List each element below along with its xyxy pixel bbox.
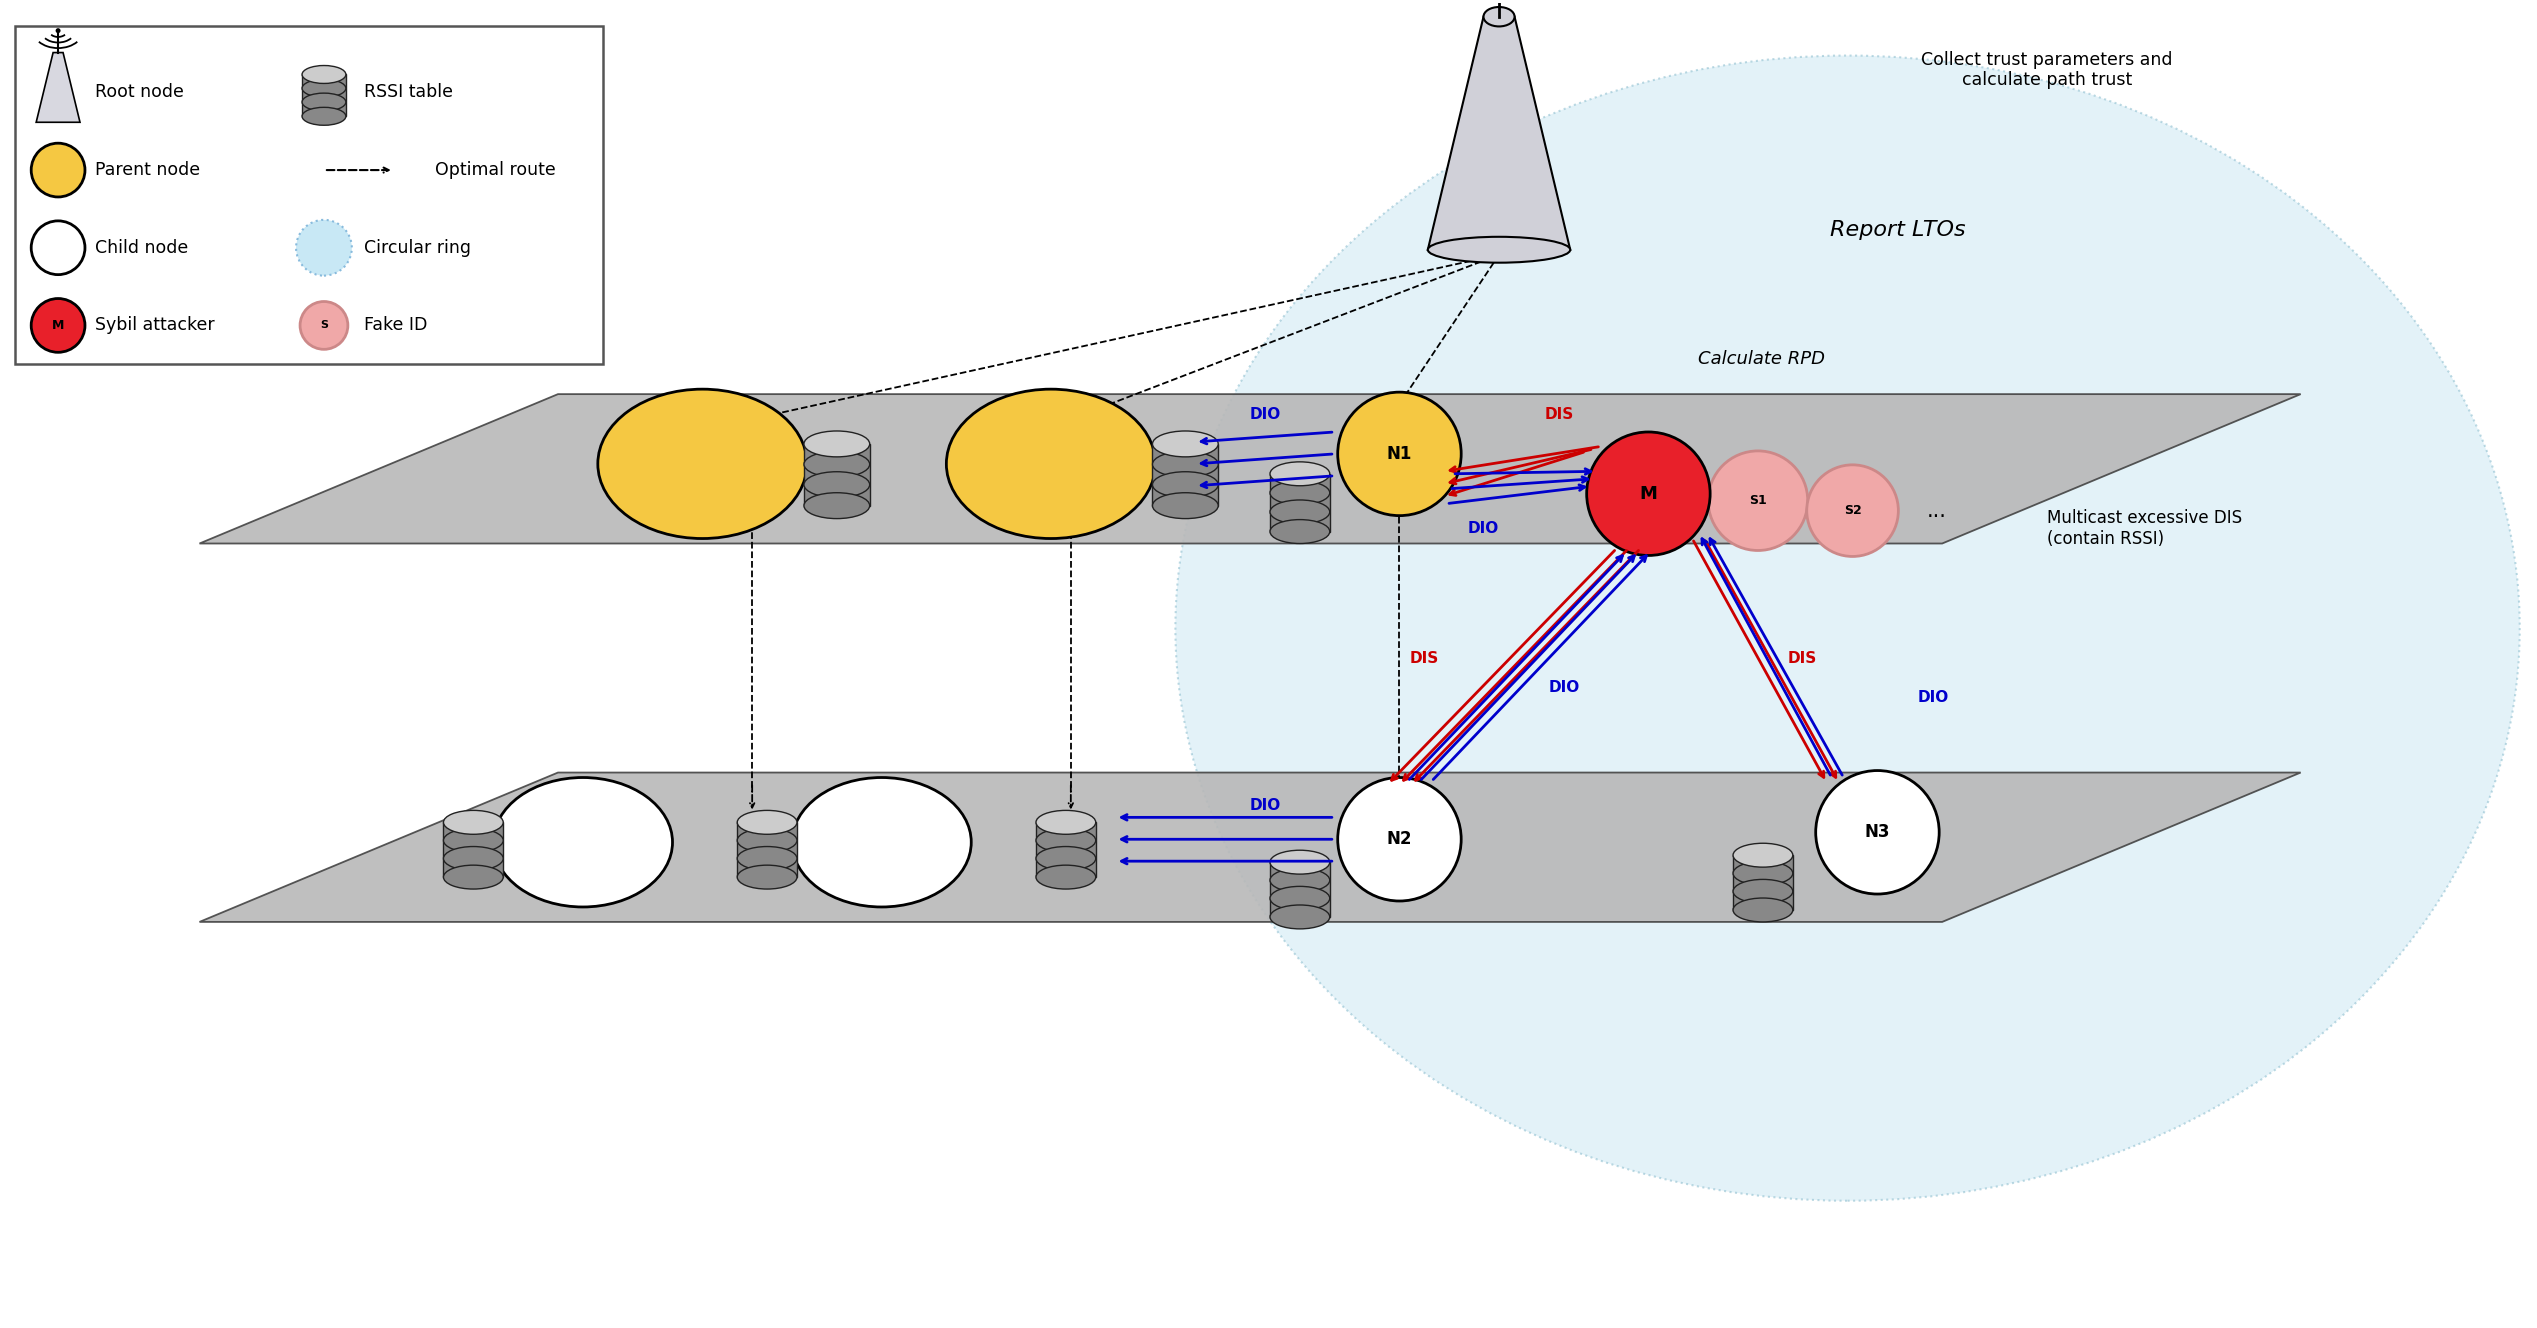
Circle shape — [56, 28, 61, 33]
Bar — [1271, 862, 1329, 916]
Text: M: M — [1639, 485, 1657, 503]
Ellipse shape — [1035, 829, 1096, 853]
Ellipse shape — [946, 389, 1154, 539]
Polygon shape — [200, 394, 2301, 543]
Text: Sybil attacker: Sybil attacker — [94, 316, 216, 335]
Ellipse shape — [1271, 499, 1329, 523]
Circle shape — [30, 299, 84, 352]
Bar — [804, 444, 870, 506]
Text: N1: N1 — [1388, 445, 1413, 463]
Text: DIS: DIS — [1545, 406, 1573, 421]
Ellipse shape — [1152, 493, 1218, 519]
Ellipse shape — [302, 108, 345, 125]
Ellipse shape — [1152, 452, 1218, 477]
Ellipse shape — [1271, 519, 1329, 543]
Circle shape — [30, 143, 84, 197]
Ellipse shape — [444, 829, 502, 853]
Ellipse shape — [444, 865, 502, 888]
Circle shape — [1816, 770, 1938, 894]
Circle shape — [1337, 777, 1461, 900]
Text: Parent node: Parent node — [94, 161, 200, 179]
Ellipse shape — [804, 493, 870, 519]
Circle shape — [1806, 465, 1898, 556]
Ellipse shape — [792, 777, 972, 907]
Ellipse shape — [1271, 850, 1329, 874]
Ellipse shape — [804, 432, 870, 457]
Ellipse shape — [492, 777, 672, 907]
Text: DIS: DIS — [1789, 651, 1816, 665]
Polygon shape — [1428, 17, 1570, 250]
Ellipse shape — [1484, 7, 1515, 27]
Ellipse shape — [1271, 869, 1329, 892]
Ellipse shape — [738, 846, 797, 870]
Ellipse shape — [1733, 843, 1794, 867]
Ellipse shape — [1733, 879, 1794, 903]
FancyBboxPatch shape — [15, 25, 604, 364]
Ellipse shape — [1428, 236, 1570, 263]
Bar — [738, 822, 797, 876]
Text: Report LTOs: Report LTOs — [1829, 220, 1966, 240]
Text: Child node: Child node — [94, 239, 188, 256]
Text: N3: N3 — [1865, 823, 1890, 842]
Text: Optimal route: Optimal route — [436, 161, 556, 179]
Ellipse shape — [1271, 462, 1329, 486]
Text: N2: N2 — [1388, 830, 1413, 849]
Ellipse shape — [738, 810, 797, 834]
Text: Root node: Root node — [94, 84, 183, 101]
Text: DIO: DIO — [1248, 406, 1281, 421]
Bar — [1152, 444, 1218, 506]
Circle shape — [299, 301, 348, 349]
Circle shape — [297, 220, 353, 276]
Ellipse shape — [1175, 56, 2519, 1201]
Text: S: S — [320, 320, 327, 331]
Ellipse shape — [444, 810, 502, 834]
Ellipse shape — [1035, 846, 1096, 870]
Text: DIO: DIO — [1918, 691, 1948, 705]
Ellipse shape — [1271, 886, 1329, 910]
Text: RSSI table: RSSI table — [363, 84, 452, 101]
Ellipse shape — [302, 93, 345, 112]
Text: Circular ring: Circular ring — [363, 239, 472, 256]
Bar — [1035, 822, 1096, 876]
Ellipse shape — [804, 452, 870, 477]
Bar — [1271, 474, 1329, 531]
Text: M: M — [51, 319, 63, 332]
Polygon shape — [200, 773, 2301, 922]
Text: DIO: DIO — [1548, 680, 1581, 696]
Text: DIO: DIO — [1248, 798, 1281, 813]
Circle shape — [1586, 432, 1710, 555]
Bar — [302, 74, 345, 117]
Ellipse shape — [1035, 865, 1096, 888]
Text: DIO: DIO — [1469, 521, 1499, 537]
Text: Fake ID: Fake ID — [363, 316, 426, 335]
Ellipse shape — [302, 65, 345, 84]
Text: ...: ... — [1928, 501, 1946, 521]
Ellipse shape — [444, 846, 502, 870]
Circle shape — [1337, 392, 1461, 515]
Text: Calculate RPD: Calculate RPD — [1697, 351, 1824, 368]
Text: Multicast excessive DIS
(contain RSSI): Multicast excessive DIS (contain RSSI) — [2047, 509, 2243, 548]
Ellipse shape — [1733, 898, 1794, 922]
Ellipse shape — [738, 865, 797, 888]
Bar — [1733, 855, 1794, 910]
Ellipse shape — [1271, 481, 1329, 505]
Text: Collect trust parameters and
calculate path trust: Collect trust parameters and calculate p… — [1921, 50, 2172, 89]
Ellipse shape — [738, 829, 797, 853]
Ellipse shape — [599, 389, 807, 539]
Circle shape — [1707, 452, 1809, 551]
Text: DIS: DIS — [1411, 651, 1438, 665]
Ellipse shape — [1152, 471, 1218, 498]
Ellipse shape — [1152, 432, 1218, 457]
Ellipse shape — [302, 80, 345, 97]
Ellipse shape — [1271, 904, 1329, 928]
Polygon shape — [36, 53, 81, 122]
Bar — [444, 822, 502, 876]
Ellipse shape — [1733, 862, 1794, 886]
Text: S1: S1 — [1748, 494, 1766, 507]
Circle shape — [30, 220, 84, 275]
Ellipse shape — [804, 471, 870, 498]
Text: S2: S2 — [1844, 505, 1862, 517]
Ellipse shape — [1035, 810, 1096, 834]
